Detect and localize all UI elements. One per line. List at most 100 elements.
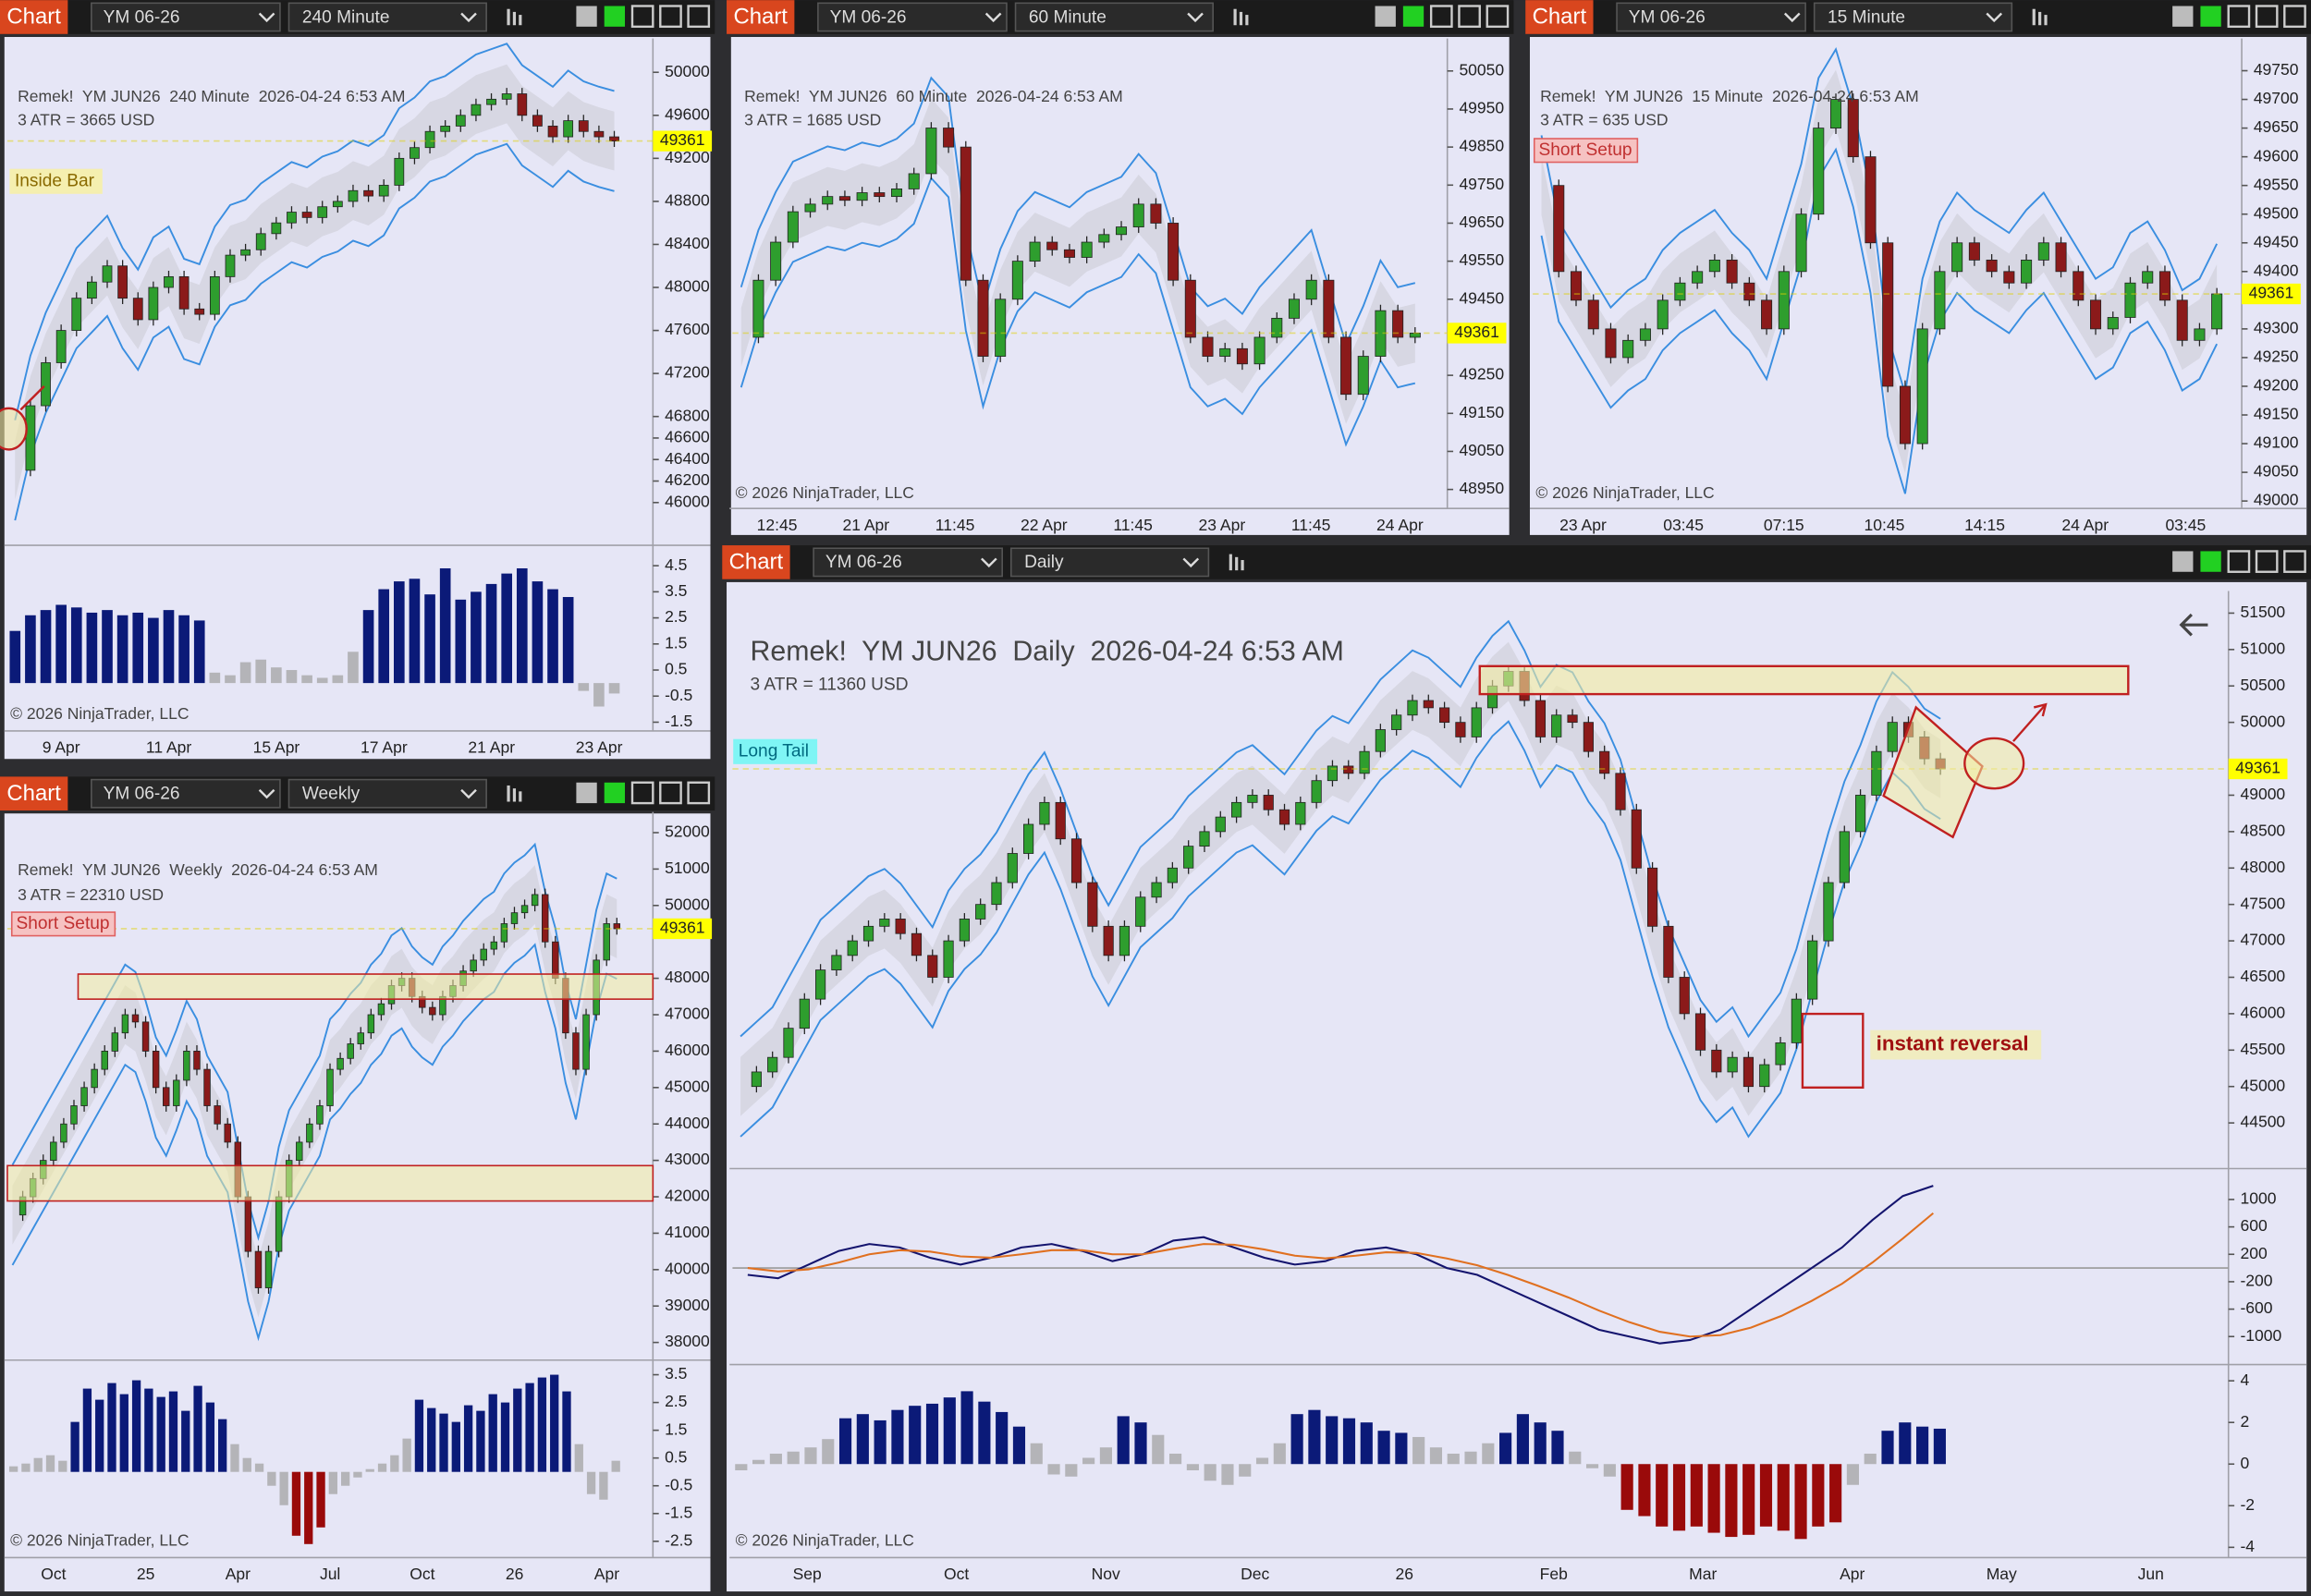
timeframe-box[interactable] [287, 778, 487, 809]
price-tick-label: 44500 [2240, 1113, 2285, 1131]
window-button[interactable] [576, 6, 597, 27]
window-button[interactable] [2255, 5, 2279, 29]
candle [856, 192, 868, 201]
histogram-bar [25, 615, 36, 684]
candle [1119, 925, 1131, 956]
chart-tab-label[interactable]: Chart [729, 550, 784, 575]
instrument-box[interactable] [91, 2, 281, 32]
timeframe[interactable]: 60 Minute [1029, 7, 1107, 27]
toolbar-icon[interactable] [512, 11, 517, 26]
instrument[interactable]: YM 06-26 [104, 7, 180, 27]
candle [1023, 823, 1034, 854]
timeframe-box[interactable] [1014, 2, 1214, 32]
toolbar-icon[interactable] [507, 8, 510, 26]
instrument[interactable]: YM 06-26 [830, 7, 907, 27]
histogram-bar [769, 1453, 782, 1465]
candle [1951, 242, 1963, 273]
window-button[interactable] [2200, 6, 2221, 27]
timeframe-box[interactable] [287, 2, 487, 32]
histogram-bar [116, 615, 128, 684]
window-button[interactable] [1429, 5, 1453, 29]
time-label: Feb [1540, 1565, 1568, 1583]
histogram-bar [301, 675, 312, 684]
timeframe-box[interactable] [1009, 547, 1210, 578]
toolbar-icon[interactable] [2044, 15, 2048, 26]
time-label: 26 [506, 1565, 523, 1583]
window-button[interactable] [1486, 5, 1510, 29]
instrument[interactable]: YM 06-26 [1629, 7, 1706, 27]
chart-tab-label[interactable]: Chart [6, 5, 61, 30]
window-button[interactable] [2172, 6, 2194, 27]
chart-tab[interactable] [722, 545, 790, 579]
candle [480, 948, 487, 961]
toolbar-icon[interactable] [1235, 556, 1239, 571]
candle [224, 1123, 231, 1143]
window-button[interactable] [604, 782, 626, 804]
time-label: 11:45 [935, 516, 975, 534]
histogram-bar [1360, 1422, 1373, 1465]
candle [943, 128, 955, 148]
window-button[interactable] [687, 5, 711, 29]
window-button[interactable] [659, 5, 682, 29]
histogram-bar [193, 1385, 202, 1472]
histogram-bar [838, 1418, 852, 1465]
timeframe-box[interactable] [1813, 2, 2013, 32]
chart-tab-label[interactable]: Chart [1533, 5, 1587, 30]
chart-tab[interactable] [727, 0, 795, 34]
window-button[interactable] [2200, 551, 2221, 572]
price-tick-label: 52000 [665, 822, 710, 841]
instrument-box[interactable] [1616, 2, 1806, 32]
chart-tab-label[interactable]: Chart [733, 5, 788, 30]
toolbar-icon[interactable] [1239, 11, 1243, 26]
chart-tab[interactable] [0, 776, 68, 811]
instrument-box[interactable] [813, 547, 1003, 578]
window-button[interactable] [659, 781, 682, 805]
window-button[interactable] [687, 781, 711, 805]
chart-tab[interactable] [1525, 0, 1594, 34]
histogram-bar [55, 604, 67, 684]
window-button[interactable] [2227, 550, 2251, 573]
instrument-box[interactable] [817, 2, 1008, 32]
histogram-bar [209, 672, 221, 684]
setup-tag: Long Tail [739, 741, 809, 761]
instrument[interactable]: YM 06-26 [825, 553, 902, 572]
window-button[interactable] [630, 781, 654, 805]
toolbar-icon[interactable] [512, 788, 517, 802]
window-button[interactable] [604, 6, 626, 27]
toolbar-icon[interactable] [1233, 8, 1237, 26]
window-button[interactable] [1458, 5, 1481, 29]
window-button[interactable] [2283, 5, 2306, 29]
instrument[interactable]: YM 06-26 [104, 785, 180, 804]
timeframe[interactable]: Daily [1024, 553, 1064, 572]
candle [1551, 714, 1562, 737]
window-button[interactable] [2227, 5, 2251, 29]
toolbar-icon[interactable] [519, 15, 522, 26]
timeframe[interactable]: 15 Minute [1828, 7, 1905, 27]
timeframe[interactable]: 240 Minute [302, 7, 390, 27]
candle [1046, 241, 1058, 250]
window-button[interactable] [2283, 550, 2306, 573]
toolbar-icon[interactable] [1245, 15, 1249, 26]
price-tick-label: 50050 [1459, 60, 1504, 79]
back-arrow[interactable] [2179, 613, 2208, 637]
window-button[interactable] [630, 5, 654, 29]
instrument-box[interactable] [91, 778, 281, 809]
window-button[interactable] [2255, 550, 2279, 573]
histogram-bar [33, 1457, 43, 1472]
toolbar-icon[interactable] [2032, 8, 2036, 26]
window-button[interactable] [576, 782, 597, 804]
histogram-bar [107, 1383, 116, 1472]
toolbar-icon[interactable] [1229, 554, 1232, 571]
toolbar-icon[interactable] [507, 785, 510, 802]
window-button[interactable] [1375, 6, 1396, 27]
toolbar-icon[interactable] [1241, 560, 1244, 571]
price-tick-label: 46000 [665, 492, 710, 510]
chart-tab[interactable] [0, 0, 68, 34]
toolbar-icon[interactable] [519, 791, 522, 802]
candle [50, 1141, 57, 1162]
window-button[interactable] [2172, 551, 2194, 572]
chart-tab-label[interactable]: Chart [6, 781, 61, 806]
toolbar-icon[interactable] [2038, 11, 2042, 26]
timeframe[interactable]: Weekly [302, 785, 361, 804]
window-button[interactable] [1402, 6, 1425, 27]
